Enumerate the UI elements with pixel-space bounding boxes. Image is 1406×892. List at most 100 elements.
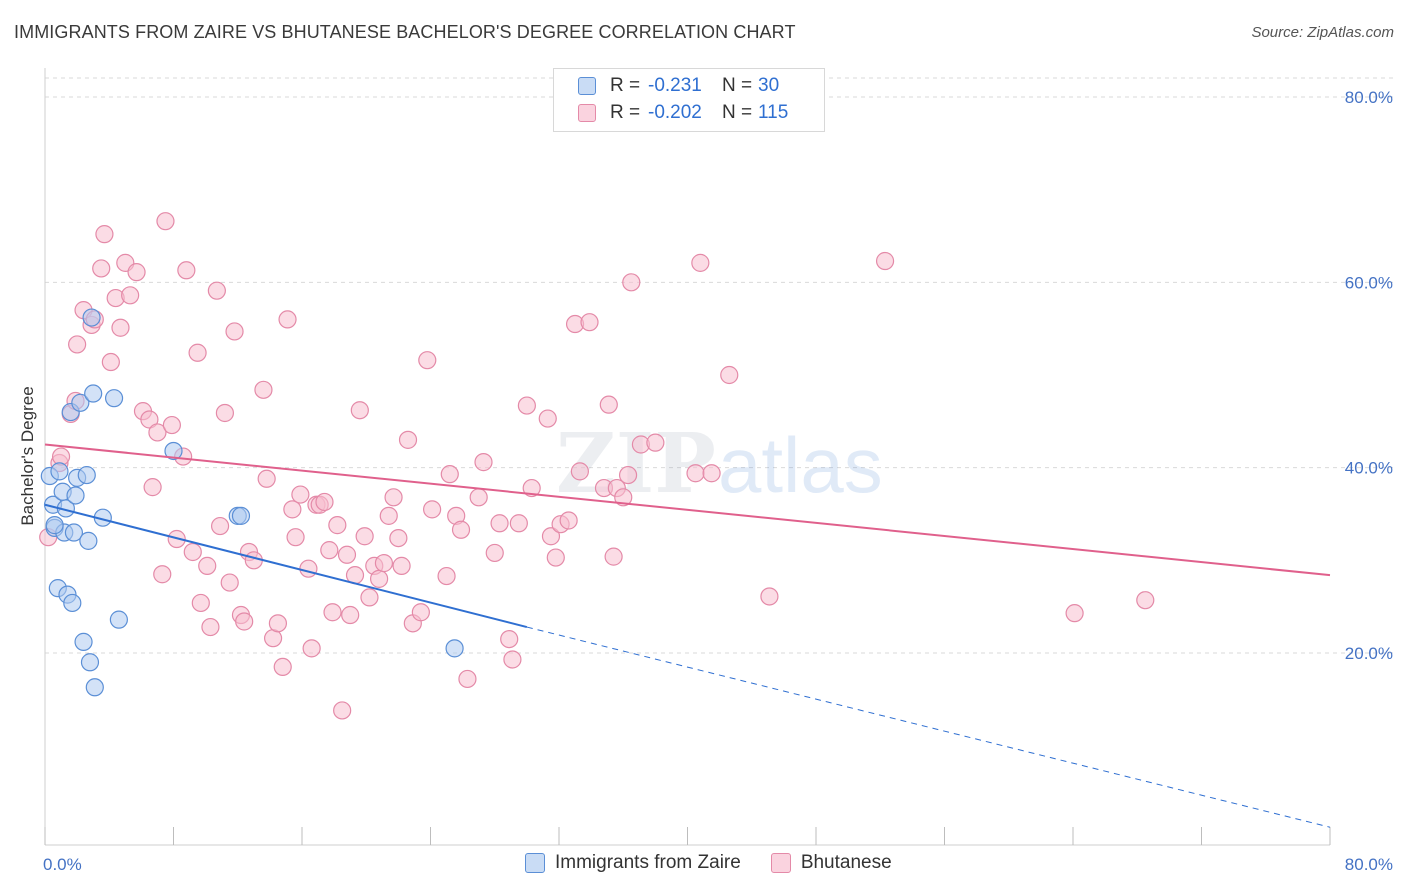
series-legend: Immigrants from Zaire Bhutanese (525, 852, 922, 874)
data-point (220, 573, 239, 592)
y-tick-label: 40.0% (1345, 459, 1393, 478)
data-point (522, 478, 541, 498)
data-point (538, 409, 557, 428)
data-point (546, 548, 565, 567)
data-point (320, 541, 339, 560)
trend-line-zaire-extension (526, 626, 1331, 828)
data-point (398, 430, 418, 449)
data-point (411, 603, 430, 622)
data-point (235, 612, 254, 631)
watermark: ZIP atlas (556, 416, 883, 512)
data-point (198, 556, 217, 575)
legend-r-label: R = (610, 102, 641, 123)
data-point (79, 531, 98, 550)
data-point (127, 263, 146, 282)
trend-line-zaire (44, 503, 528, 629)
data-point (111, 318, 130, 337)
legend-row-bhutanese: R = -0.202 N = 115 (578, 102, 788, 124)
data-point (875, 251, 895, 271)
data-point (389, 528, 408, 548)
data-point (68, 335, 87, 354)
data-point (1136, 591, 1155, 610)
data-point (191, 593, 210, 613)
legend-swatch-blue (525, 853, 545, 873)
data-point (215, 403, 234, 423)
data-point (423, 500, 442, 519)
legend-r-value: -0.231 (648, 75, 702, 96)
data-point (341, 605, 360, 625)
data-point (370, 569, 389, 588)
data-point (490, 514, 509, 533)
data-point (183, 542, 202, 562)
data-point (333, 701, 352, 720)
data-point (162, 415, 181, 435)
data-point (207, 281, 226, 300)
legend-label-zaire: Immigrants from Zaire (555, 852, 741, 873)
data-point (84, 384, 103, 403)
axes (44, 68, 1331, 846)
data-point (517, 396, 536, 415)
legend-item-bhutanese[interactable]: Bhutanese (770, 852, 892, 874)
data-point (328, 516, 347, 535)
data-point (350, 401, 369, 420)
data-point (451, 520, 471, 539)
data-point (646, 433, 665, 452)
source-label: Source: ZipAtlas.com (1251, 24, 1394, 41)
data-point (201, 617, 220, 637)
data-point (337, 545, 357, 564)
data-point (541, 527, 561, 546)
data-point (225, 322, 244, 341)
legend-n-label: N = (722, 75, 753, 96)
series-bhutanese-points (39, 212, 1155, 720)
data-point (278, 310, 297, 329)
data-point (164, 441, 183, 461)
data-point (384, 488, 403, 507)
data-point (1065, 604, 1084, 623)
data-point (63, 593, 82, 613)
data-point (559, 511, 578, 530)
data-point (374, 554, 394, 573)
data-point (580, 313, 599, 332)
data-point (291, 485, 310, 504)
legend-r-value: -0.202 (648, 102, 702, 123)
legend-n-label: N = (722, 102, 753, 123)
data-point (599, 395, 618, 414)
data-point (437, 566, 456, 586)
legend-swatch-pink (578, 104, 596, 122)
data-point (156, 212, 175, 231)
data-point (302, 639, 321, 658)
data-point (273, 657, 292, 677)
data-point (177, 261, 196, 280)
data-point (66, 486, 85, 505)
data-point (64, 523, 84, 542)
x-tick-label: 80.0% (1345, 855, 1393, 874)
data-point (485, 543, 504, 563)
data-point (469, 488, 488, 507)
data-point (458, 669, 477, 689)
x-tick-label: 0.0% (43, 855, 82, 874)
data-point (379, 506, 398, 525)
y-tick-label: 20.0% (1345, 644, 1393, 663)
legend-row-zaire: R = -0.231 N = 30 (578, 75, 779, 97)
trend-lines (44, 443, 1331, 828)
data-point (720, 365, 739, 385)
data-point (188, 343, 207, 362)
legend-swatch-blue (578, 77, 596, 95)
data-point (355, 527, 374, 546)
data-point (440, 465, 459, 484)
data-point (360, 588, 379, 607)
watermark-atlas: atlas (718, 421, 883, 509)
data-point (418, 351, 437, 370)
data-point (92, 259, 111, 278)
data-point (622, 273, 641, 292)
legend-item-zaire[interactable]: Immigrants from Zaire (525, 852, 741, 874)
data-point (85, 678, 104, 697)
data-point (140, 410, 159, 429)
series-zaire-points (40, 308, 464, 697)
data-point (618, 465, 638, 485)
data-point (509, 514, 528, 533)
data-point (500, 629, 519, 649)
chart-title: IMMIGRANTS FROM ZAIRE VS BHUTANESE BACHE… (14, 22, 796, 42)
data-point (244, 551, 263, 570)
